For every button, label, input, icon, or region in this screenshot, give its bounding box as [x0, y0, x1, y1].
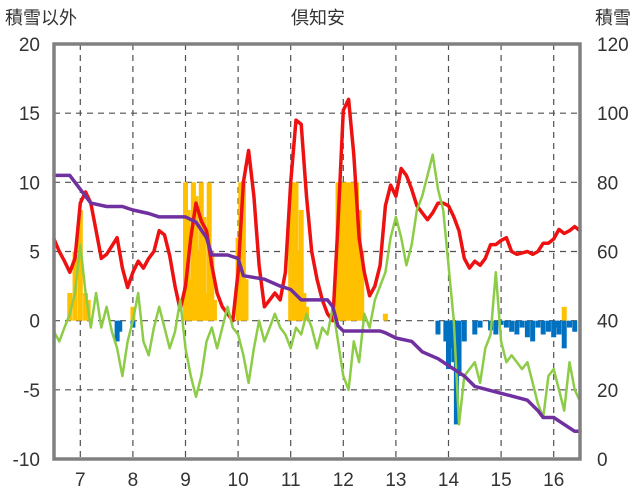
y-left-tick-label: 5	[29, 243, 40, 264]
bar-0-35	[351, 182, 357, 321]
y-right-tick-label: 120	[597, 35, 629, 56]
bar-1-17	[509, 320, 515, 332]
bar-1-23	[540, 320, 546, 335]
tick-labels: -10 -5 0 5 10 15 20 0 20 40 60 80 100 120 7 8 9 10 11 12 13 1…	[13, 35, 629, 491]
bar-1-28	[561, 320, 567, 349]
y-right-tick-label: 40	[597, 312, 618, 333]
y-left-tick-label: 15	[19, 104, 40, 125]
y-left-tick-label: 20	[19, 35, 40, 56]
bar-1-29	[566, 320, 572, 328]
bar-1-16	[503, 320, 509, 328]
y-right-tick-label: 0	[597, 450, 608, 471]
x-tick-label: 7	[75, 470, 86, 491]
x-tick-label: 9	[180, 470, 191, 491]
y-right-tick-label: 20	[597, 381, 618, 402]
bar-1-6	[448, 320, 454, 349]
bar-1-1	[117, 320, 123, 332]
x-tick-label: 13	[385, 470, 406, 491]
bar-1-30	[572, 320, 578, 332]
grid	[54, 44, 580, 459]
bar-1-4	[443, 320, 449, 342]
bar-1-15	[498, 320, 504, 325]
plot-frame	[52, 42, 582, 461]
bar-0-37	[356, 210, 362, 321]
bar-0-10	[193, 196, 199, 321]
x-tick-label: 10	[228, 470, 249, 491]
bar-0-12	[198, 182, 204, 321]
line-series-0	[52, 97, 582, 323]
bar-1-11	[472, 320, 478, 335]
bar-0-27	[301, 293, 307, 321]
x-tick-label: 11	[281, 470, 301, 491]
line-series	[52, 97, 582, 434]
bar-0-26	[298, 210, 304, 321]
left-axis-label: 積雪以外	[5, 8, 77, 29]
bar-0-33	[346, 182, 352, 321]
bar-0-31	[340, 182, 346, 321]
bar-1-18	[514, 320, 520, 335]
bar-0-17	[211, 299, 217, 321]
bar-1-20	[524, 320, 530, 338]
bar-0-21	[243, 279, 249, 321]
right-axis-label: 積雪	[595, 8, 631, 29]
chart-title: 倶知安	[291, 8, 345, 29]
bar-0-32	[343, 182, 349, 321]
y-right-tick-label: 80	[597, 173, 618, 194]
bar-1-14	[493, 320, 499, 335]
y-right-tick-label: 100	[597, 104, 629, 125]
x-tick-label: 8	[128, 470, 139, 491]
bar-1-19	[519, 320, 525, 328]
y-left-tick-label: 10	[19, 173, 40, 194]
bar-0-39	[382, 313, 388, 321]
bar-0-11	[196, 251, 202, 321]
bar-0-6	[183, 182, 188, 321]
bar-0-25	[296, 251, 302, 321]
x-tick-label: 15	[491, 470, 512, 491]
bar-0-3	[83, 293, 89, 321]
bar-0-9	[190, 182, 196, 321]
bar-1-9	[456, 320, 462, 376]
bar-0-34	[348, 182, 354, 321]
x-tick-label: 16	[543, 470, 564, 491]
bar-0-40	[561, 306, 567, 321]
bar-1-10	[461, 320, 467, 342]
y-left-tick-label: 0	[29, 312, 40, 333]
bar-0-38	[359, 251, 365, 321]
y-right-tick-label: 60	[597, 243, 618, 264]
bar-0-20	[240, 182, 246, 321]
x-tick-label: 12	[333, 470, 354, 491]
bar-1-12	[477, 320, 483, 328]
bar-0-36	[353, 182, 359, 321]
bar-1-0	[114, 320, 120, 342]
bar-0-14	[204, 293, 210, 321]
line-series-2	[52, 173, 582, 434]
bar-0-5	[130, 306, 136, 321]
line-series-1	[52, 153, 582, 426]
bar-0-16	[209, 251, 215, 321]
bar-0-23	[290, 182, 296, 321]
bar-0-13	[201, 216, 207, 321]
bar-0-30	[338, 182, 344, 321]
y-left-tick-label: -10	[13, 450, 40, 471]
bar-1-3	[435, 320, 441, 335]
bar-1-21	[530, 320, 536, 342]
bar-1-25	[551, 320, 557, 338]
y-left-tick-label: -5	[23, 381, 40, 402]
bar-0-8	[188, 279, 194, 321]
plot-border	[52, 42, 582, 461]
bar-0-2	[77, 210, 83, 321]
bar-1-24	[545, 320, 551, 332]
bar-1-5	[446, 320, 451, 370]
bar-0-24	[293, 182, 299, 321]
x-tick-label: 14	[438, 470, 460, 491]
bar-1-26	[553, 320, 559, 328]
bar-0-22	[288, 210, 294, 321]
bar-0-0	[67, 293, 73, 321]
bar-1-22	[535, 320, 541, 328]
bar-1-27	[556, 320, 562, 335]
